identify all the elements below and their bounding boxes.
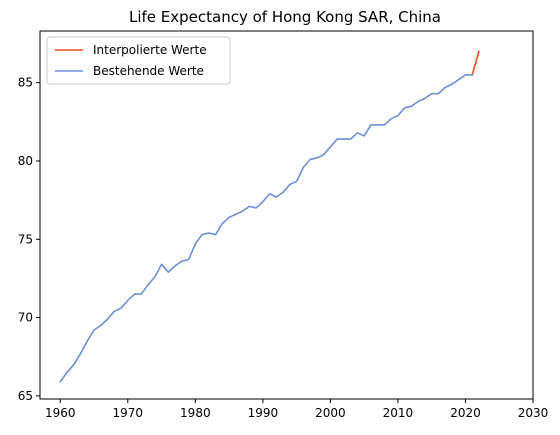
x-tick-label: 1960 bbox=[45, 406, 76, 420]
series-line-interpolierte-werte bbox=[472, 51, 479, 74]
x-tick-label: 1980 bbox=[180, 406, 211, 420]
y-tick-label: 65 bbox=[18, 389, 33, 403]
y-tick-label: 85 bbox=[18, 76, 33, 90]
legend-label: Bestehende Werte bbox=[93, 64, 204, 78]
y-tick-label: 75 bbox=[18, 232, 33, 246]
x-tick-label: 2010 bbox=[383, 406, 414, 420]
x-tick-label: 1990 bbox=[248, 406, 279, 420]
x-tick-label: 2000 bbox=[315, 406, 346, 420]
plot-area bbox=[60, 51, 479, 381]
series-line-bestehende-werte bbox=[60, 75, 472, 382]
y-tick-label: 80 bbox=[18, 154, 33, 168]
legend: Interpolierte Werte Bestehende Werte bbox=[47, 37, 230, 84]
x-tick-label: 2030 bbox=[518, 406, 549, 420]
plot-frame bbox=[40, 31, 533, 399]
legend-label: Interpolierte Werte bbox=[93, 43, 207, 57]
x-tick-label: 2020 bbox=[450, 406, 481, 420]
chart-title: Life Expectancy of Hong Kong SAR, China bbox=[129, 8, 441, 26]
x-tick-label: 1970 bbox=[113, 406, 144, 420]
y-tick-label: 70 bbox=[18, 311, 33, 325]
